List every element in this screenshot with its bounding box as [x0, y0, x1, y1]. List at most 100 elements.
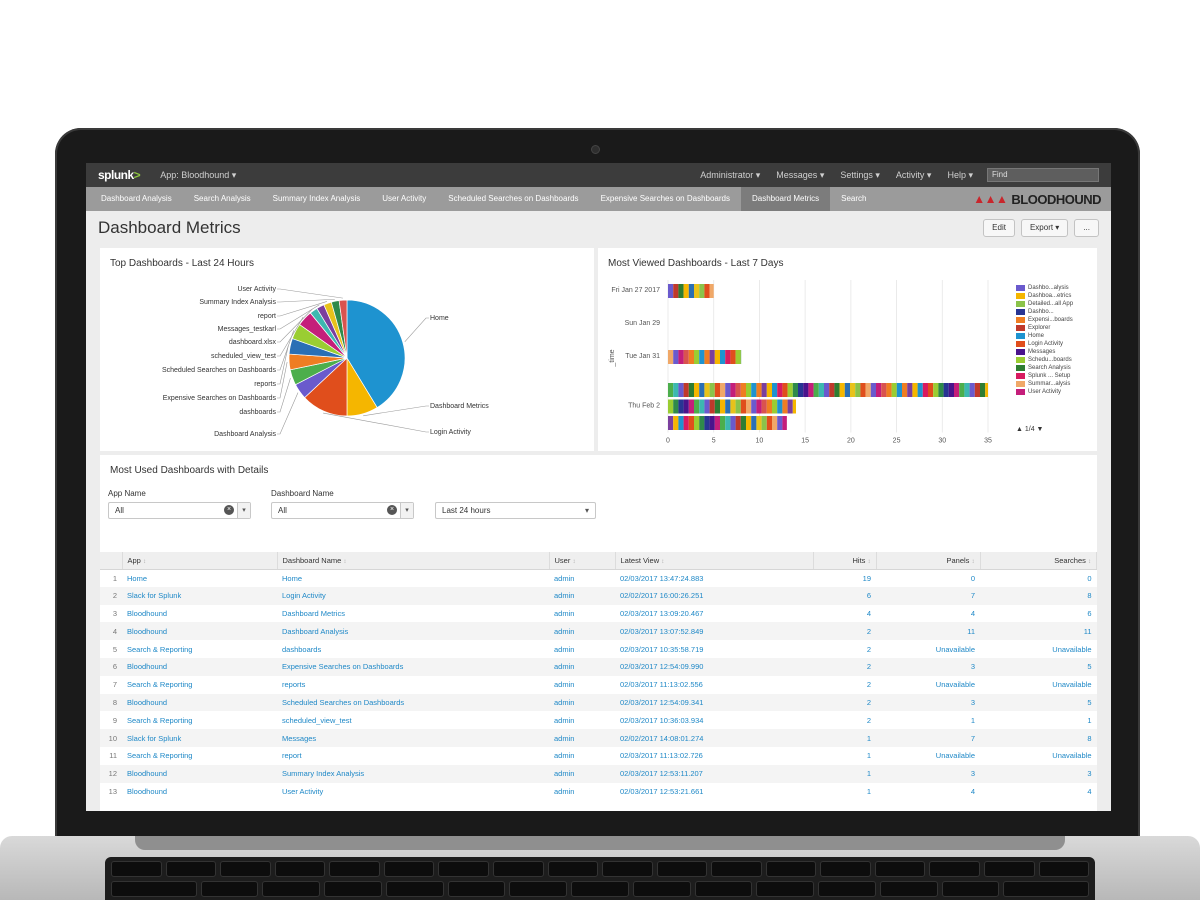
bar-segment[interactable] — [938, 383, 944, 397]
bar-segment[interactable] — [694, 350, 700, 364]
bar-segment[interactable] — [714, 399, 720, 414]
cell-searches[interactable]: 1 — [1087, 715, 1092, 725]
bar-segment[interactable] — [720, 383, 726, 397]
bar-segment[interactable] — [761, 399, 767, 414]
cell-searches[interactable]: 4 — [1087, 786, 1092, 796]
cell-panels[interactable]: Unavailable — [935, 644, 975, 654]
bar-segment[interactable] — [673, 383, 679, 397]
cell-user[interactable]: admin — [554, 573, 575, 583]
cell-dashboard-name[interactable]: dashboards — [282, 644, 322, 654]
bar-segment[interactable] — [813, 383, 819, 397]
table-row[interactable]: 11 Search & Reporting report admin 02/03/201… — [100, 747, 1097, 765]
bar-segment[interactable] — [917, 383, 923, 397]
bar-segment[interactable] — [933, 383, 939, 397]
bar-segment[interactable] — [844, 383, 850, 397]
bar-segment[interactable] — [709, 350, 715, 364]
table-row[interactable]: 5 Search & Reporting dashboards admin 02/03/… — [100, 640, 1097, 658]
table-row[interactable]: 3 Bloodhound Dashboard Metrics admin 02/03/2… — [100, 605, 1097, 623]
bar-segment[interactable] — [668, 350, 674, 364]
bar-segment[interactable] — [699, 284, 705, 298]
bar-segment[interactable] — [766, 383, 772, 397]
col-panels[interactable]: Panels ↕ — [876, 552, 981, 570]
bar-segment[interactable] — [709, 284, 714, 298]
cell-user[interactable]: admin — [549, 693, 615, 712]
bar-segment[interactable] — [839, 383, 845, 397]
bar-segment[interactable] — [725, 383, 731, 397]
cell-app[interactable]: Bloodhound — [122, 622, 277, 641]
bar-segment[interactable] — [709, 399, 715, 414]
cell-searches[interactable]: Unavailable — [1052, 680, 1092, 690]
bar-segment[interactable] — [985, 383, 988, 397]
cell-user[interactable]: admin — [549, 764, 615, 783]
bar-segment[interactable] — [683, 416, 689, 430]
chevron-down-icon[interactable]: ▾ — [400, 503, 413, 518]
cell-searches[interactable]: 0 — [1087, 573, 1092, 583]
bar-segment[interactable] — [740, 416, 746, 430]
cell-searches[interactable]: 8 — [980, 729, 1097, 747]
pie-slice[interactable] — [338, 299, 348, 359]
cell-hits[interactable]: 2 — [866, 715, 871, 725]
bar-segment[interactable] — [725, 350, 731, 364]
cell-panels[interactable]: Unavailable — [935, 680, 975, 690]
cell-user[interactable]: admin — [549, 622, 615, 641]
legend-pager[interactable]: ▲ 1/4 ▼ — [1016, 426, 1044, 433]
cell-latest-view[interactable]: 02/02/2017 16:00:26.251 — [615, 586, 813, 605]
bar-segment[interactable] — [777, 416, 783, 430]
legend-item[interactable]: Dashboa...etrics — [1016, 292, 1096, 300]
bar-segment[interactable] — [699, 416, 705, 430]
cell-app[interactable]: Bloodhound — [127, 786, 168, 796]
cell-latest-view[interactable]: 02/03/2017 11:13:02.556 — [620, 680, 703, 690]
bar-segment[interactable] — [704, 383, 710, 397]
cell-latest-view[interactable]: 02/03/2017 13:09:20.467 — [620, 608, 704, 618]
bar-segment[interactable] — [699, 350, 705, 364]
tab-user-activity[interactable]: User Activity — [382, 194, 427, 203]
bar-segment[interactable] — [704, 416, 710, 430]
tab-dashboard-metrics[interactable]: Dashboard Metrics — [740, 187, 831, 211]
tab-search-analysis[interactable]: Search Analysis — [193, 194, 251, 203]
cell-panels[interactable]: Unavailable — [935, 751, 975, 761]
bar-segment[interactable] — [673, 284, 679, 298]
legend-item[interactable]: Detailed...all App — [1016, 300, 1096, 308]
bar-segment[interactable] — [969, 383, 975, 397]
cell-dashboard-name[interactable]: Login Activity — [277, 586, 549, 605]
cell-app[interactable]: Search & Reporting — [127, 644, 193, 654]
bar-segment[interactable] — [730, 350, 736, 364]
bar-segment[interactable] — [798, 383, 804, 397]
bar-segment[interactable] — [974, 383, 980, 397]
bar-segment[interactable] — [959, 383, 965, 397]
bar-segment[interactable] — [803, 383, 809, 397]
bar-segment[interactable] — [668, 284, 674, 298]
cell-panels[interactable]: 3 — [876, 693, 980, 712]
cell-searches[interactable]: 11 — [980, 622, 1097, 641]
bar-segment[interactable] — [730, 399, 736, 414]
app-name-select[interactable]: All × ▾ — [108, 502, 251, 519]
cell-latest-view[interactable]: 02/03/2017 10:35:58.719 — [620, 644, 704, 654]
cell-panels[interactable]: 3 — [876, 657, 980, 676]
cell-searches[interactable]: 8 — [980, 586, 1097, 605]
bar-segment[interactable] — [886, 383, 892, 397]
col-app[interactable]: App ↕ — [122, 552, 278, 570]
bar-segment[interactable] — [787, 399, 793, 414]
tab-summary-index-analysis[interactable]: Summary Index Analysis — [272, 194, 361, 203]
clear-icon[interactable]: × — [387, 505, 397, 515]
bar-segment[interactable] — [668, 399, 674, 414]
bar-segment[interactable] — [694, 383, 700, 397]
cell-dashboard-name[interactable]: Home — [282, 573, 303, 583]
menu-administrator[interactable]: Administrator ▾ — [700, 169, 761, 180]
cell-hits[interactable]: 19 — [862, 573, 871, 583]
bar-segment[interactable] — [761, 383, 767, 397]
cell-panels[interactable]: 7 — [876, 729, 980, 747]
legend-item[interactable]: Dashbo... — [1016, 308, 1096, 316]
cell-latest-view[interactable]: 02/03/2017 11:13:02.726 — [620, 751, 703, 761]
bar-segment[interactable] — [725, 416, 731, 430]
cell-user[interactable]: admin — [549, 657, 615, 676]
col-hits[interactable]: Hits ↕ — [813, 552, 877, 570]
col-searches[interactable]: Searches ↕ — [980, 552, 1097, 570]
bar-segment[interactable] — [704, 284, 710, 298]
bar-segment[interactable] — [782, 399, 788, 414]
cell-latest-view[interactable]: 02/03/2017 10:36:03.934 — [620, 715, 704, 725]
tab-dashboard-analysis[interactable]: Dashboard Analysis — [101, 194, 172, 203]
col-latest-view[interactable]: Latest View ↕ — [615, 552, 814, 570]
bar-segment[interactable] — [928, 383, 934, 397]
bar-segment[interactable] — [756, 383, 762, 397]
